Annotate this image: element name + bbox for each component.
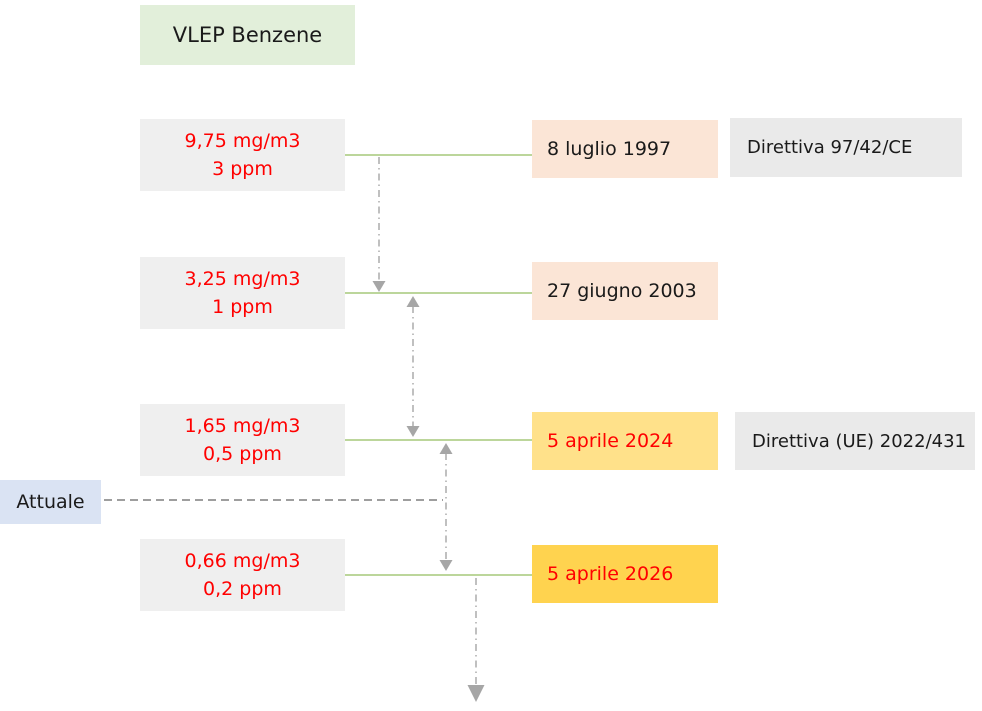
date-1997: 8 luglio 1997 bbox=[532, 120, 718, 178]
limit-ppm-value: 3 ppm bbox=[212, 158, 273, 180]
arrow-up-icon bbox=[439, 443, 453, 454]
attuale-label: Attuale bbox=[16, 491, 85, 513]
arrow-2003-to-2024 bbox=[406, 296, 420, 437]
limit-value-2026: 0,66 mg/m3 0,2 ppm bbox=[140, 539, 345, 611]
limit-ppm-value: 0,5 ppm bbox=[203, 443, 282, 465]
arrow-down-icon bbox=[406, 426, 420, 437]
date-2026: 5 aprile 2026 bbox=[532, 545, 718, 603]
limit-ppm-value: 0,2 ppm bbox=[203, 578, 282, 600]
directive-label: Direttiva 97/42/CE bbox=[747, 137, 913, 158]
limit-value-2003: 3,25 mg/m3 1 ppm bbox=[140, 257, 345, 329]
limit-ppm-value: 1 ppm bbox=[212, 296, 273, 318]
arrow-up-icon bbox=[406, 296, 420, 307]
arrow-down-icon bbox=[439, 560, 453, 571]
diagram-title: VLEP Benzene bbox=[140, 5, 355, 65]
attuale-marker: Attuale bbox=[0, 480, 101, 524]
arrow-1997-to-2003 bbox=[372, 157, 386, 292]
date-label: 5 aprile 2024 bbox=[547, 430, 674, 452]
limit-mg-value: 9,75 mg/m3 bbox=[184, 130, 301, 152]
directive-ue-2022-431: Direttiva (UE) 2022/431 bbox=[735, 412, 975, 470]
directive-97-42-ce: Direttiva 97/42/CE bbox=[730, 118, 962, 177]
date-2003: 27 giugno 2003 bbox=[532, 262, 718, 320]
arrow-down-icon bbox=[467, 685, 485, 702]
diagram-title-label: VLEP Benzene bbox=[172, 23, 323, 47]
arrow-down-icon bbox=[372, 281, 386, 292]
date-2024: 5 aprile 2024 bbox=[532, 412, 718, 470]
limit-value-1997: 9,75 mg/m3 3 ppm bbox=[140, 119, 345, 191]
arrow-2024-to-2026 bbox=[439, 443, 453, 571]
date-label: 27 giugno 2003 bbox=[547, 280, 697, 302]
arrow-beyond-2026 bbox=[467, 578, 485, 702]
limit-mg-value: 1,65 mg/m3 bbox=[184, 415, 301, 437]
date-label: 8 luglio 1997 bbox=[547, 138, 672, 160]
directive-label: Direttiva (UE) 2022/431 bbox=[752, 430, 967, 452]
limit-value-2024: 1,65 mg/m3 0,5 ppm bbox=[140, 404, 345, 476]
limit-mg-value: 3,25 mg/m3 bbox=[184, 268, 301, 290]
limit-mg-value: 0,66 mg/m3 bbox=[184, 550, 301, 572]
date-label: 5 aprile 2026 bbox=[547, 563, 674, 585]
